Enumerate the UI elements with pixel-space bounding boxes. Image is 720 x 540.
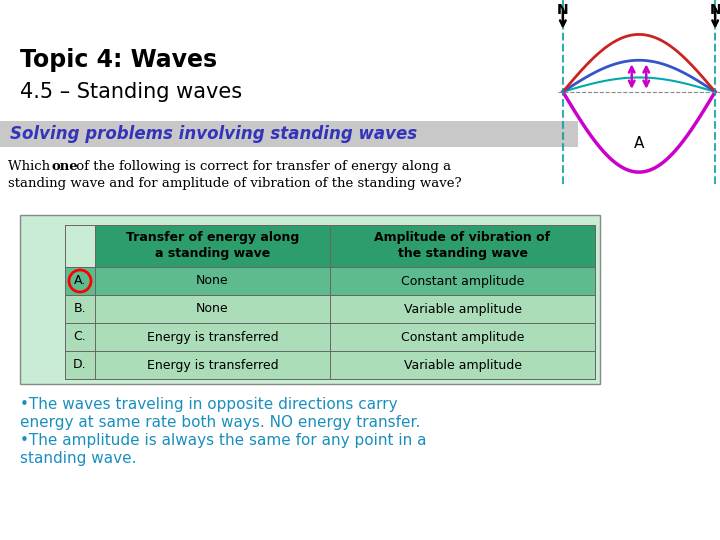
- Bar: [0, 121, 578, 147]
- Text: Variable amplitude: Variable amplitude: [403, 359, 521, 372]
- Text: N: N: [557, 3, 569, 17]
- Text: •The amplitude is always the same for any point in a: •The amplitude is always the same for an…: [20, 433, 426, 448]
- Bar: [65, 323, 595, 351]
- Text: Energy is transferred: Energy is transferred: [147, 330, 279, 343]
- Text: N: N: [709, 3, 720, 17]
- Text: Amplitude of vibration of
the standing wave: Amplitude of vibration of the standing w…: [374, 232, 551, 260]
- Text: Topic 4: Waves: Topic 4: Waves: [20, 48, 217, 72]
- Bar: [95, 225, 595, 267]
- Text: one: one: [51, 160, 78, 173]
- Text: 4.5 – Standing waves: 4.5 – Standing waves: [20, 82, 242, 102]
- Bar: [65, 267, 595, 295]
- Text: None: None: [196, 302, 229, 315]
- Text: C.: C.: [73, 330, 86, 343]
- Bar: [20, 215, 600, 384]
- Text: standing wave and for amplitude of vibration of the standing wave?: standing wave and for amplitude of vibra…: [8, 177, 462, 190]
- Text: Energy is transferred: Energy is transferred: [147, 359, 279, 372]
- Text: Variable amplitude: Variable amplitude: [403, 302, 521, 315]
- Text: Solving problems involving standing waves: Solving problems involving standing wave…: [10, 125, 417, 143]
- Bar: [65, 351, 595, 379]
- Text: A: A: [634, 136, 644, 151]
- Bar: [65, 295, 595, 323]
- Text: energy at same rate both ways. NO energy transfer.: energy at same rate both ways. NO energy…: [20, 415, 420, 430]
- Text: D.: D.: [73, 359, 87, 372]
- Text: A.: A.: [74, 274, 86, 287]
- Text: •The waves traveling in opposite directions carry: •The waves traveling in opposite directi…: [20, 397, 397, 412]
- Text: of the following is correct for transfer of energy along a: of the following is correct for transfer…: [72, 160, 451, 173]
- Text: Which: Which: [8, 160, 55, 173]
- Text: Constant amplitude: Constant amplitude: [401, 274, 524, 287]
- Text: Transfer of energy along
a standing wave: Transfer of energy along a standing wave: [126, 232, 299, 260]
- Text: standing wave.: standing wave.: [20, 451, 137, 466]
- Text: Constant amplitude: Constant amplitude: [401, 330, 524, 343]
- Text: None: None: [196, 274, 229, 287]
- Text: B.: B.: [73, 302, 86, 315]
